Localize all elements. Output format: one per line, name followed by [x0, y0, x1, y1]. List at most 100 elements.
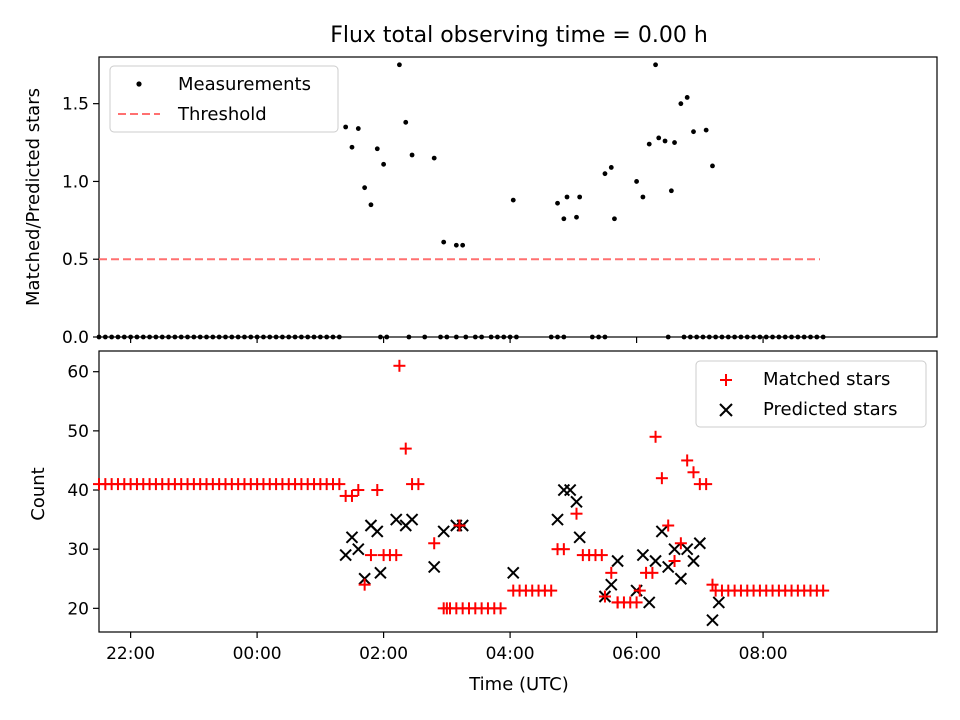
x-tick-label: 02:00 [359, 644, 408, 664]
measurement-point [548, 334, 554, 340]
matched-star-point [668, 555, 681, 568]
matched-star-point [412, 478, 425, 491]
measurement-point [814, 334, 820, 340]
measurement-point [362, 185, 368, 191]
predicted-star-point [674, 572, 688, 585]
measurement-point [298, 334, 304, 340]
measurement-point [96, 334, 102, 340]
predicted-star-point [662, 560, 675, 574]
predicted-star-point [507, 566, 520, 580]
x-tick-label: 22:00 [106, 644, 155, 664]
measurement-point [710, 163, 715, 169]
predicted-star-point [636, 548, 650, 562]
measurement-point [757, 334, 763, 340]
measurement-point [267, 334, 273, 340]
measurement-point [453, 242, 459, 248]
predicted-star-point [693, 537, 707, 550]
measurement-point [185, 334, 190, 340]
measurement-point [608, 165, 614, 170]
predicted-star-point [643, 596, 656, 609]
measurement-point [216, 334, 222, 340]
measurement-point [653, 62, 658, 68]
matched-star-point [649, 430, 662, 443]
measurement-point [744, 334, 750, 340]
matched-star-point [352, 484, 365, 497]
legend-label-matched-stars: Matched stars [763, 369, 890, 390]
measurement-point [248, 334, 254, 340]
bottom-legend: Matched stars Predicted stars [695, 360, 927, 428]
legend-marker-measurements [136, 81, 142, 87]
measurement-point [409, 152, 415, 158]
matched-star-point [453, 519, 466, 532]
measurement-point [703, 127, 709, 133]
measurement-point [678, 101, 684, 107]
measurement-point [782, 334, 788, 340]
matched-star-point [570, 507, 583, 520]
measurement-point [662, 138, 668, 144]
predicted-star-point [551, 513, 564, 526]
measurement-point [336, 334, 342, 340]
matched-star-point [345, 489, 358, 502]
predicted-star-point [339, 548, 352, 562]
measurement-point [555, 200, 560, 206]
measurement-point [292, 334, 298, 340]
top-ytick-label: 1.0 [62, 172, 89, 192]
measurement-point [280, 334, 285, 340]
measurement-point [384, 334, 390, 340]
measurement-point [261, 334, 266, 340]
measurement-point [254, 334, 260, 340]
measurement-point [102, 334, 108, 340]
predicted-star-point [573, 531, 586, 544]
matched-star-point [545, 584, 558, 597]
bottom-y-axis-label: Count [28, 467, 49, 520]
measurement-point [463, 334, 469, 340]
matched-star-point [333, 478, 346, 491]
measurement-point [330, 334, 336, 340]
bottom-ytick-label: 40 [67, 481, 89, 501]
matched-star-point [700, 478, 713, 491]
predicted-star-point [570, 495, 583, 509]
measurement-point [770, 334, 775, 340]
measurement-point [286, 334, 292, 340]
x-tick-label: 06:00 [612, 644, 661, 664]
measurement-point [229, 334, 235, 340]
matched-star-point [440, 602, 453, 615]
top-legend: Measurements Threshold [109, 65, 339, 133]
predicted-star-point [390, 513, 403, 526]
measurement-point [820, 334, 826, 340]
measurement-point [438, 334, 443, 340]
top-ytick-label: 1.5 [62, 95, 89, 115]
bottom-plot-area: 20 30 40 50 60 22:00 00:00 02:00 04:00 06:00 08:00 [67, 350, 938, 664]
matched-star-point [662, 519, 675, 532]
matched-star-point [371, 484, 384, 497]
measurement-point [305, 334, 311, 340]
measurement-point [472, 334, 478, 340]
measurement-point [355, 126, 361, 131]
measurement-point [589, 334, 595, 340]
x-tick-label: 08:00 [739, 644, 788, 664]
measurement-point [134, 334, 140, 340]
top-y-axis-label: Matched/Predicted stars [23, 88, 44, 306]
matched-star-point [494, 602, 507, 615]
predicted-star-point [374, 566, 387, 580]
measurement-point [561, 334, 567, 340]
predicted-star-point [427, 560, 441, 574]
measurement-point [694, 334, 700, 340]
measurement-point [612, 216, 617, 222]
matched-star-point [817, 584, 830, 597]
predicted-star-point [687, 554, 700, 568]
measurement-point [596, 334, 602, 340]
top-plot-area: 0.0 0.5 1.0 1.5 [62, 56, 938, 348]
measurement-point [403, 119, 409, 125]
predicted-star-point [345, 531, 359, 544]
measurement-point [235, 334, 241, 340]
matched-star-point [674, 537, 687, 550]
measurement-point [317, 334, 323, 340]
measurement-point [668, 188, 674, 194]
matched-star-point [633, 584, 646, 597]
bottom-ytick-label: 20 [67, 599, 89, 619]
measurement-point [210, 334, 216, 340]
matched-star-point [611, 596, 624, 609]
matched-star-point [655, 472, 668, 485]
matched-star-point [706, 578, 719, 591]
